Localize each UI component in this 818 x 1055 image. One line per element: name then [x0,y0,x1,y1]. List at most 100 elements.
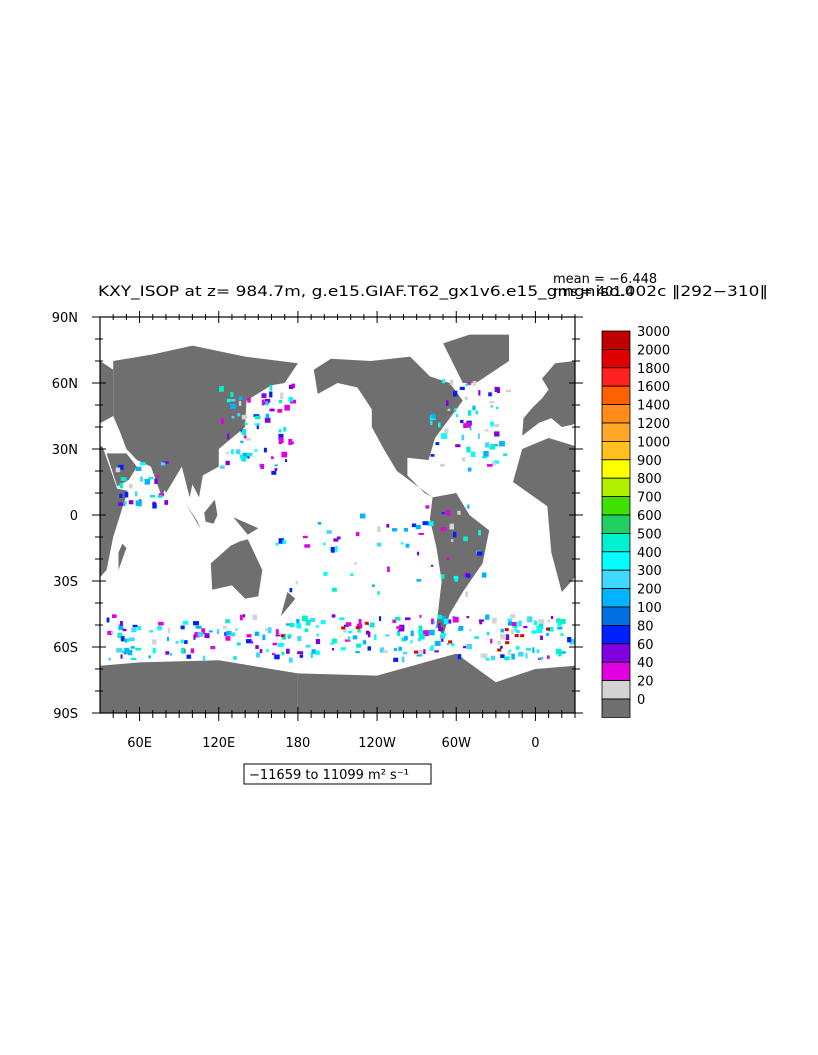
field-patch [121,636,125,642]
colorbar-swatch [601,533,631,553]
field-patch [396,626,402,629]
field-patch [286,648,290,654]
field-patch [457,510,461,515]
field-patch [449,523,454,530]
field-patch [510,614,516,618]
field-patch [247,452,253,457]
field-patch [397,630,400,636]
field-patch [135,500,142,506]
field-patch [129,483,133,489]
land-mass [513,438,575,592]
field-patch [425,505,430,509]
field-patch [269,384,273,391]
field-patch [208,630,213,633]
field-patch [402,651,408,655]
field-patch [439,634,446,639]
colorbar-label: 1600 [637,380,670,395]
field-patch [264,628,268,632]
field-patch [452,616,459,623]
field-patch [536,625,542,629]
field-patch [477,551,483,556]
field-patch [261,399,265,406]
field-patch [167,627,170,634]
field-patch [467,382,471,385]
field-patch [280,634,285,638]
field-patch [512,622,517,626]
field-patch [486,632,490,636]
land-mass [233,517,259,535]
field-patch [350,573,354,577]
field-patch [489,401,495,404]
field-patch [238,400,242,406]
land-mass [522,361,575,436]
field-patch [217,629,220,635]
colorbar-swatch [601,680,631,700]
field-patch [231,449,234,455]
field-patch [401,637,407,642]
colorbar-swatch [601,348,631,369]
field-patch [275,629,279,635]
field-patch [202,655,206,662]
field-patch [252,614,258,621]
field-patch [445,510,451,516]
field-patch [438,627,443,632]
field-patch [367,624,372,627]
field-patch [467,467,472,472]
field-patch [494,423,500,428]
field-patch [511,653,515,660]
lat-label: 30S [53,575,78,590]
field-patch [478,530,481,536]
field-patch [442,379,445,384]
field-patch [472,381,477,386]
field-patch [269,391,273,398]
field-patch [344,639,351,642]
lon-label: 120W [358,736,396,751]
land-mass [204,499,218,524]
field-patch [119,621,123,626]
field-patch [128,500,134,505]
lat-label: 30N [52,443,78,458]
field-patch [170,652,173,656]
field-patch [233,656,237,660]
field-patch [463,645,467,649]
colorbar-swatch [601,459,631,479]
colorbar-label: 1400 [637,399,670,414]
field-patch [465,573,471,578]
field-patch [434,640,441,646]
field-patch [479,621,483,625]
field-patch [365,630,370,635]
field-patch [254,449,258,452]
field-patch [515,646,520,650]
colorbar-swatch [601,514,631,534]
field-patch [416,579,422,582]
field-patch [341,626,346,630]
field-patch [419,614,422,618]
field-patch [347,636,351,641]
field-patch [120,654,123,659]
colorbar-swatch [601,404,631,424]
field-patch [392,528,398,532]
field-patch [490,404,493,408]
field-patch [247,397,251,403]
field-patch [492,617,497,624]
field-patch [331,614,336,618]
field-patch [427,521,434,527]
field-patch [431,618,434,625]
field-patch [323,542,326,546]
field-patch [122,628,127,632]
field-patch [275,542,279,546]
field-patch [364,621,369,625]
field-patch [121,503,126,507]
colorbar-label: 600 [637,509,662,524]
field-patch [500,654,505,658]
field-patch [149,630,154,633]
field-patch [117,632,122,638]
field-patch [278,429,282,433]
field-patch [504,628,509,632]
lon-label: 180 [286,736,311,751]
field-patch [493,460,499,464]
field-patch [474,636,479,639]
field-patch [272,642,278,646]
field-patch [281,451,288,458]
